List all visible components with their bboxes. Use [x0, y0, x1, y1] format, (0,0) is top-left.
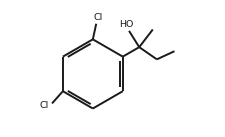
Text: Cl: Cl: [94, 13, 103, 22]
Text: Cl: Cl: [39, 101, 49, 110]
Text: HO: HO: [119, 20, 133, 29]
